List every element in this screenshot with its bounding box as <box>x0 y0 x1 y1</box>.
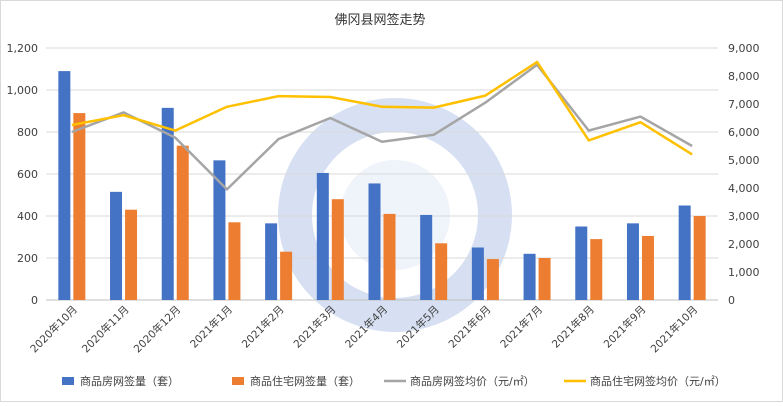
right-axis-tick-label: 9,000 <box>728 42 760 55</box>
bar <box>125 209 138 300</box>
right-axis-tick-label: 8,000 <box>728 70 760 83</box>
left-axis-tick-label: 200 <box>17 252 38 265</box>
left-axis-tick-label: 600 <box>17 168 38 181</box>
legend-label: 商品房网签均价（元/㎡） <box>410 374 535 388</box>
legend-label: 商品住宅网签均价（元/㎡） <box>590 374 726 388</box>
right-axis-tick-label: 0 <box>728 294 735 307</box>
bar <box>316 172 329 300</box>
bar <box>575 226 588 300</box>
right-axis-tick-label: 5,000 <box>728 154 760 167</box>
bar <box>383 213 396 300</box>
bar <box>228 222 241 300</box>
bar <box>626 223 639 300</box>
bar <box>176 145 189 300</box>
bar <box>368 183 381 300</box>
left-axis-tick-label: 1,200 <box>7 42 39 55</box>
right-axis-tick-label: 4,000 <box>728 182 760 195</box>
bar <box>486 259 499 300</box>
lines <box>71 60 693 191</box>
bar <box>161 107 174 300</box>
bar <box>213 160 226 300</box>
bar <box>693 216 706 300</box>
legend-label: 商品住宅网签量（套） <box>250 374 360 388</box>
bar <box>110 191 123 300</box>
right-axis-tick-label: 7,000 <box>728 98 760 111</box>
bar <box>641 235 654 300</box>
bar <box>73 113 86 300</box>
chart-title: 佛冈县网签走势 <box>334 12 425 28</box>
bar <box>331 199 344 300</box>
bar <box>538 258 551 300</box>
bar <box>678 205 691 300</box>
right-axis-tick-label: 1,000 <box>728 266 760 279</box>
bar <box>471 247 484 300</box>
left-axis-tick-label: 400 <box>17 210 38 223</box>
legend-swatch <box>232 377 244 385</box>
bar <box>280 251 293 300</box>
bar <box>58 71 71 300</box>
legend-label: 商品房网签量（套） <box>80 374 179 388</box>
bar <box>435 243 448 300</box>
gridlines <box>46 47 718 301</box>
bar <box>420 214 433 300</box>
left-axis-tick-label: 1,000 <box>7 84 39 97</box>
axes: 0 200 400 600 800 1,000 1,200 0 1,000 2,000 3,000 4… <box>7 42 760 307</box>
right-axis-tick-label: 3,000 <box>728 210 760 223</box>
bar <box>265 223 278 300</box>
bars <box>58 71 706 300</box>
bar <box>523 253 536 300</box>
series-line <box>71 63 693 191</box>
left-axis-tick-label: 800 <box>17 126 38 139</box>
left-axis-tick-label: 0 <box>31 294 38 307</box>
bar <box>590 239 603 300</box>
legend-swatch <box>62 377 74 385</box>
series-line <box>71 60 693 156</box>
legend: 商品房网签量（套） 商品住宅网签量（套） 商品房网签均价（元/㎡） 商品住宅网签均价（… <box>62 374 726 388</box>
right-axis-tick-label: 6,000 <box>728 126 760 139</box>
right-axis-tick-label: 2,000 <box>728 238 760 251</box>
